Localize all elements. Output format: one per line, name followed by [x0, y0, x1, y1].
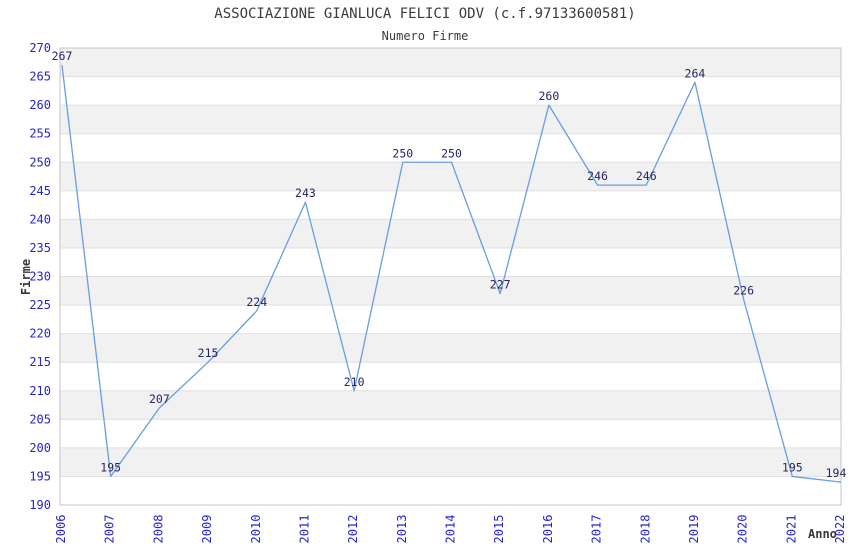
y-tick-label: 225 [29, 298, 51, 312]
y-tick-label: 230 [29, 270, 51, 284]
y-tick-label: 255 [29, 127, 51, 141]
y-tick-label: 210 [29, 384, 51, 398]
data-label: 260 [538, 89, 559, 103]
y-tick-label: 240 [29, 212, 51, 226]
plot-band [60, 162, 841, 191]
x-tick-label: 2006 [54, 515, 68, 544]
x-tick-label: 2021 [784, 515, 798, 544]
data-label: 264 [685, 66, 706, 80]
y-tick-label: 220 [29, 327, 51, 341]
data-label: 207 [149, 392, 170, 406]
x-tick-label: 2017 [590, 515, 604, 544]
y-tick-label: 215 [29, 355, 51, 369]
x-axis-title: Anno [808, 527, 837, 541]
x-tick-label: 2008 [151, 515, 165, 544]
data-label: 250 [441, 146, 462, 160]
data-label: 246 [587, 169, 608, 183]
data-label: 195 [782, 460, 803, 474]
plot-band [60, 105, 841, 134]
data-label: 226 [733, 283, 754, 297]
x-tick-label: 2014 [444, 515, 458, 544]
data-label: 210 [344, 375, 365, 389]
x-tick-label: 2007 [103, 515, 117, 544]
plot-band [60, 219, 841, 248]
y-tick-label: 200 [29, 441, 51, 455]
plot-band [60, 390, 841, 420]
x-tick-label: 2011 [297, 515, 311, 544]
y-tick-label: 260 [29, 98, 51, 112]
y-tick-label: 265 [29, 70, 51, 84]
chart-title: ASSOCIAZIONE GIANLUCA FELICI ODV (c.f.97… [214, 6, 636, 22]
plot-band [60, 447, 841, 477]
plot-band [60, 276, 841, 306]
data-label: 250 [392, 146, 413, 160]
x-tick-label: 2012 [346, 515, 360, 544]
x-tick-label: 2018 [638, 515, 652, 544]
x-tick-label: 2015 [492, 515, 506, 544]
data-label: 267 [52, 49, 73, 63]
data-label: 215 [198, 346, 219, 360]
x-tick-label: 2013 [395, 515, 409, 544]
y-tick-label: 235 [29, 241, 51, 255]
y-tick-label: 250 [29, 155, 51, 169]
series-line [61, 65, 842, 483]
data-label: 195 [100, 460, 121, 474]
y-tick-label: 270 [29, 41, 51, 55]
x-tick-label: 2022 [833, 515, 847, 544]
plot-band [60, 333, 841, 363]
plot-border [59, 47, 842, 506]
y-tick-label: 190 [29, 498, 51, 512]
plot-band [60, 48, 841, 77]
x-tick-label: 2016 [541, 515, 555, 544]
chart-subtitle: Numero Firme [381, 29, 469, 43]
y-tick-label: 205 [29, 412, 51, 426]
data-label: 246 [636, 169, 657, 183]
data-label: 224 [246, 295, 267, 309]
data-label: 194 [826, 466, 847, 480]
x-tick-label: 2010 [249, 515, 263, 544]
y-tick-label: 245 [29, 184, 51, 198]
x-tick-label: 2019 [687, 515, 701, 544]
y-tick-label: 195 [29, 469, 51, 483]
data-label: 227 [490, 278, 511, 292]
data-label: 243 [295, 186, 316, 200]
x-tick-label: 2009 [200, 515, 214, 544]
x-tick-label: 2020 [736, 515, 750, 544]
